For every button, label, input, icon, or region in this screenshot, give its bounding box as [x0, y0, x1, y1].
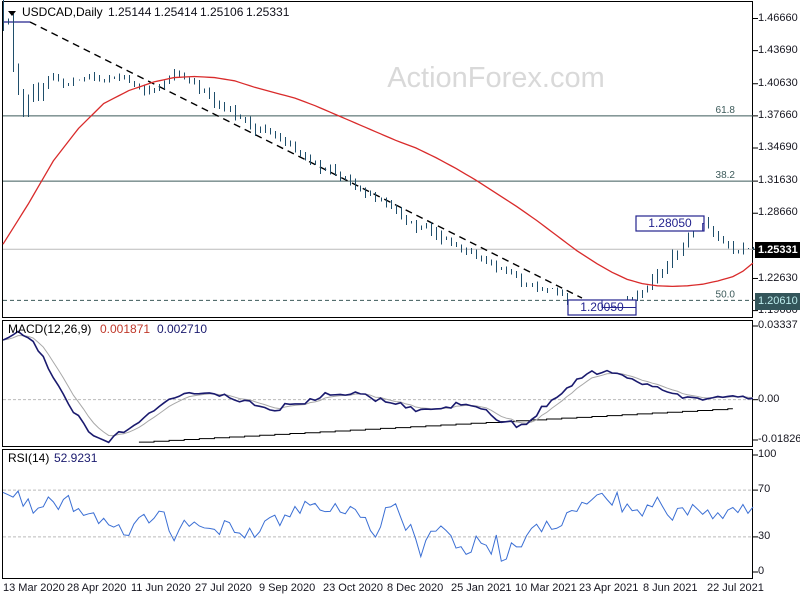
svg-text:1.25331: 1.25331 [246, 5, 290, 19]
svg-text:MACD(12,26,9): MACD(12,26,9) [8, 322, 91, 336]
svg-text:1.28050: 1.28050 [648, 216, 692, 230]
svg-text:0.002710: 0.002710 [157, 322, 207, 336]
svg-text:USDCAD,Daily: USDCAD,Daily [22, 5, 103, 19]
svg-text:1.25106: 1.25106 [200, 5, 244, 19]
svg-text:50.0: 50.0 [716, 289, 736, 300]
svg-text:52.9231: 52.9231 [54, 451, 98, 465]
svg-text:0.001871: 0.001871 [100, 322, 150, 336]
svg-text:ActionForex.com: ActionForex.com [387, 62, 605, 94]
svg-text:1.25144: 1.25144 [108, 5, 152, 19]
svg-text:1.25414: 1.25414 [154, 5, 198, 19]
svg-text:61.8: 61.8 [716, 105, 736, 116]
svg-text:38.2: 38.2 [716, 170, 736, 181]
svg-text:RSI(14): RSI(14) [8, 451, 49, 465]
